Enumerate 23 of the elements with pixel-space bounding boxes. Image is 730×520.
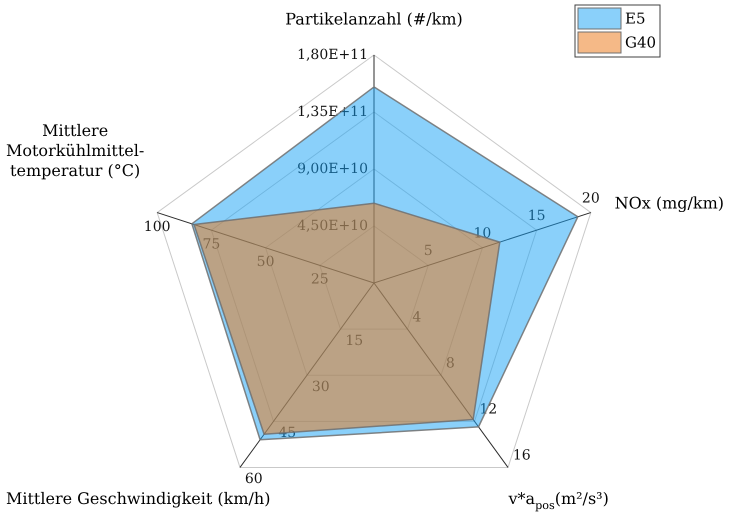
- text: 20: [582, 190, 600, 206]
- text: 5: [424, 243, 433, 260]
- spoke-label: Mittlere Geschwindigkeit (km/h): [6, 488, 270, 508]
- text: 16: [512, 448, 531, 464]
- text: 1,80E+11: [297, 47, 368, 63]
- spoke-label: v*a$_{pos}$(m²/s³): [508, 488, 609, 512]
- text: 100: [144, 218, 171, 235]
- text: 9,00E+10: [297, 161, 368, 177]
- text: 30: [312, 378, 330, 395]
- text: 50: [256, 254, 274, 270]
- legend-label: G40: [625, 34, 656, 52]
- text: 75: [202, 236, 220, 252]
- legend-label: E5: [625, 10, 646, 28]
- text: 15: [345, 332, 364, 349]
- text: 15: [528, 208, 546, 224]
- text: 4: [412, 309, 422, 326]
- text: 25: [310, 272, 329, 288]
- spoke-label: Mittlere Motorkühlmittel- temperatur (°C): [6, 121, 144, 180]
- text: 8: [446, 355, 455, 372]
- spoke-label: NOx (mg/km): [614, 193, 724, 212]
- spoke-label: Partikelanzahl (#/km): [285, 10, 463, 28]
- text: 60: [244, 471, 263, 488]
- text: 4,50E+10: [297, 218, 368, 234]
